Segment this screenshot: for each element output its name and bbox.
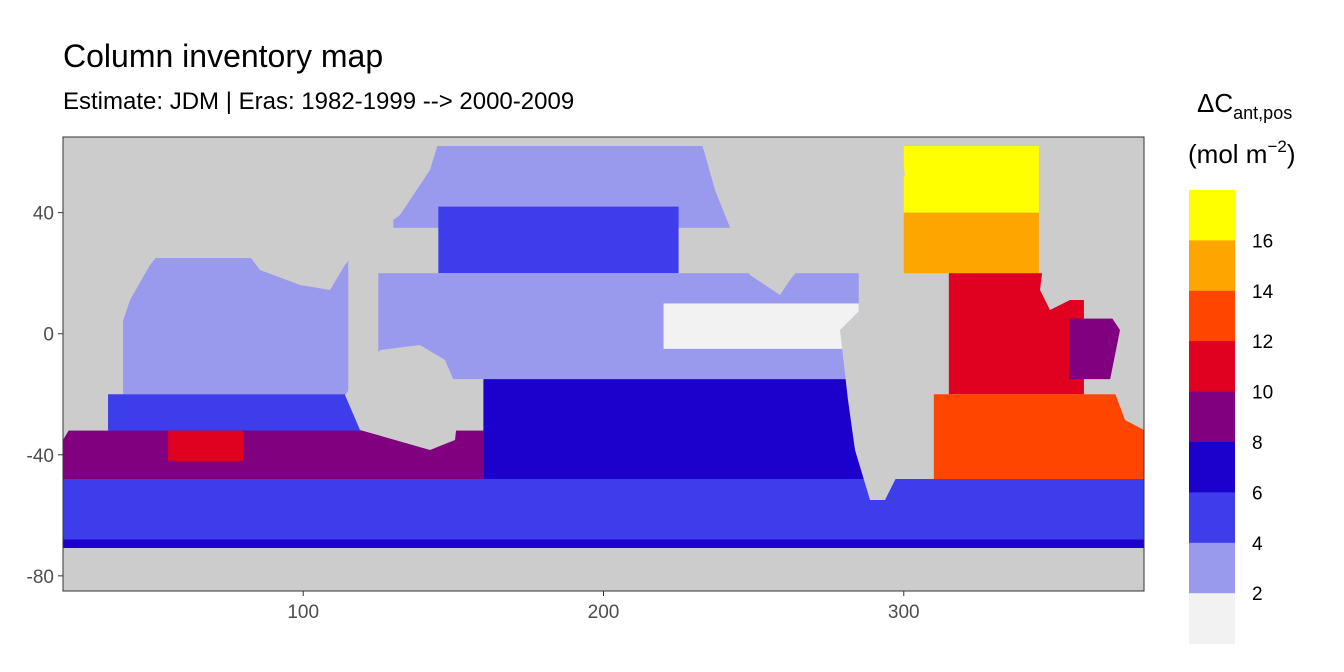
legend-label: 14	[1252, 282, 1274, 303]
legend-title: ΔCant,pos	[1197, 88, 1292, 123]
south-america-land	[840, 310, 935, 500]
legend-label: 16	[1252, 231, 1273, 252]
legend-swatch	[1189, 240, 1235, 292]
legend-swatch	[1189, 542, 1235, 594]
region-south-indian-max	[168, 430, 244, 461]
region-south-atlantic	[933, 394, 1144, 480]
y-tick-label: -80	[27, 567, 54, 588]
legend-unit: (mol m−2)	[1188, 137, 1296, 169]
ocean-data-layer	[63, 146, 1144, 552]
legend-label: 8	[1252, 433, 1263, 454]
legend: ΔCant,pos (mol m−2) 2 4 6 8 10 12 14 16	[1188, 88, 1296, 645]
legend-label: 6	[1252, 483, 1263, 504]
africa-land	[63, 137, 260, 440]
europe-africa-east-land	[1040, 137, 1144, 430]
north-america-land	[700, 137, 905, 295]
eurasia-land	[230, 137, 440, 290]
region-equatorial-pacific-low	[663, 303, 859, 349]
region-southern-ocean	[63, 479, 1144, 546]
legend-label: 4	[1252, 534, 1263, 555]
legend-label: 12	[1252, 332, 1273, 353]
chart-title: Column inventory map	[63, 38, 384, 74]
x-tick-label: 200	[588, 602, 620, 623]
y-tick-label: 40	[33, 204, 54, 225]
legend-swatch	[1189, 492, 1235, 544]
y-tick-label: 0	[43, 325, 54, 346]
legend-swatch	[1189, 341, 1235, 393]
legend-swatch	[1189, 290, 1235, 342]
australia-land	[345, 345, 460, 450]
region-north-pacific-mode-water	[438, 206, 679, 274]
legend-swatch	[1189, 190, 1235, 241]
land-layer	[63, 137, 1144, 591]
legend-swatch	[1189, 442, 1235, 493]
legend-label: 2	[1252, 584, 1263, 605]
legend-swatch	[1189, 593, 1235, 645]
x-tick-label: 100	[287, 602, 319, 623]
chart-subtitle: Estimate: JDM | Eras: 1982-1999 --> 2000…	[63, 88, 575, 115]
region-north-atlantic-subpolar	[903, 146, 1039, 213]
antarctica-land	[63, 548, 1144, 591]
x-tick-label: 300	[888, 602, 920, 623]
legend-label: 10	[1252, 383, 1273, 404]
legend-swatch	[1189, 391, 1235, 443]
y-tick-label: -40	[27, 446, 54, 467]
region-north-atlantic-subtropical	[903, 212, 1039, 274]
